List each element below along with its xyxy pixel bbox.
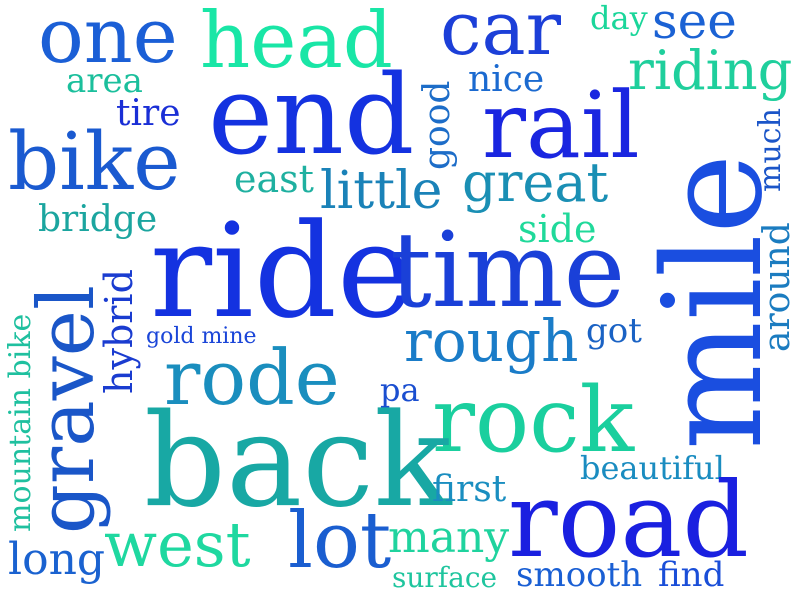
word-pa: pa: [380, 371, 420, 409]
word-little: little: [320, 161, 443, 221]
word-rock: rock: [432, 368, 635, 473]
word-time: time: [390, 209, 626, 331]
word-ride: ride: [150, 195, 414, 347]
word-lot: lot: [288, 496, 392, 586]
word-great: great: [462, 151, 609, 214]
word-head: head: [200, 0, 393, 86]
word-surface: surface: [392, 561, 498, 594]
word-around: around: [757, 222, 798, 352]
word-side: side: [518, 207, 597, 251]
word-bike: bike: [8, 115, 181, 208]
word-many: many: [388, 512, 510, 563]
word-find: find: [658, 555, 725, 595]
word-bridge: bridge: [38, 199, 158, 240]
word-rail: rail: [482, 72, 640, 179]
word-end: end: [208, 51, 415, 179]
word-west: west: [104, 508, 251, 581]
word-day: day: [590, 0, 648, 37]
word-gravel: gravel: [22, 285, 112, 534]
word-rough: rough: [404, 307, 579, 375]
word-car: car: [440, 0, 561, 72]
word-riding: riding: [628, 39, 793, 102]
word-back: back: [144, 387, 452, 536]
word-first: first: [432, 469, 507, 510]
word-rode: rode: [164, 333, 340, 422]
word-nice: nice: [468, 59, 545, 100]
word-smooth: smooth: [516, 555, 643, 595]
word-tire: tire: [116, 93, 181, 134]
word-gold-mine: gold mine: [146, 324, 257, 349]
word-see: see: [652, 0, 737, 50]
word-east: east: [234, 157, 314, 201]
word-good: good: [417, 80, 458, 170]
word-much: much: [753, 108, 788, 192]
word-area: area: [66, 61, 143, 101]
word-got: got: [586, 311, 642, 351]
word-road: road: [508, 459, 749, 581]
word-beautiful: beautiful: [580, 449, 725, 487]
word-long: long: [8, 534, 106, 585]
word-one: one: [38, 0, 178, 80]
